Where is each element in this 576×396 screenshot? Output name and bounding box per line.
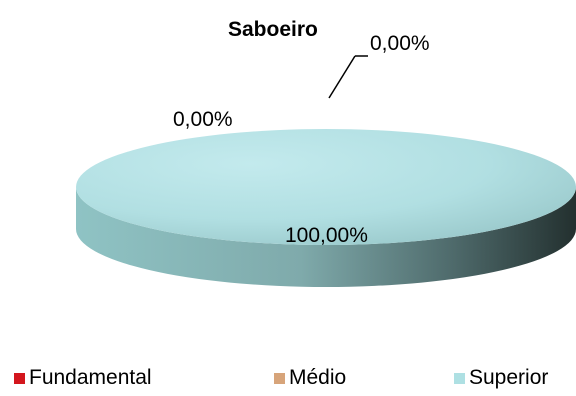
legend-swatch-fundamental — [14, 372, 25, 384]
pie-slice-side-superior — [76, 187, 576, 287]
data-label-medio: 0,00% — [370, 32, 430, 55]
legend-swatch-superior — [454, 372, 465, 384]
legend-label-fundamental: Fundamental — [29, 366, 152, 389]
data-label-fundamental: 0,00% — [173, 108, 233, 131]
legend-item-fundamental: Fundamental — [14, 366, 152, 390]
pie-slice-superior — [76, 129, 576, 245]
legend-item-superior: Superior — [454, 366, 548, 390]
legend-label-superior: Superior — [469, 366, 549, 389]
chart-legend: Fundamental Médio Superior — [0, 366, 576, 396]
leader-line — [328, 55, 356, 99]
legend-swatch-medio — [274, 372, 285, 384]
legend-item-medio: Médio — [274, 366, 346, 390]
legend-label-medio: Médio — [289, 366, 347, 389]
data-label-superior: 100,00% — [285, 224, 368, 247]
chart-title: Saboeiro — [228, 18, 318, 41]
